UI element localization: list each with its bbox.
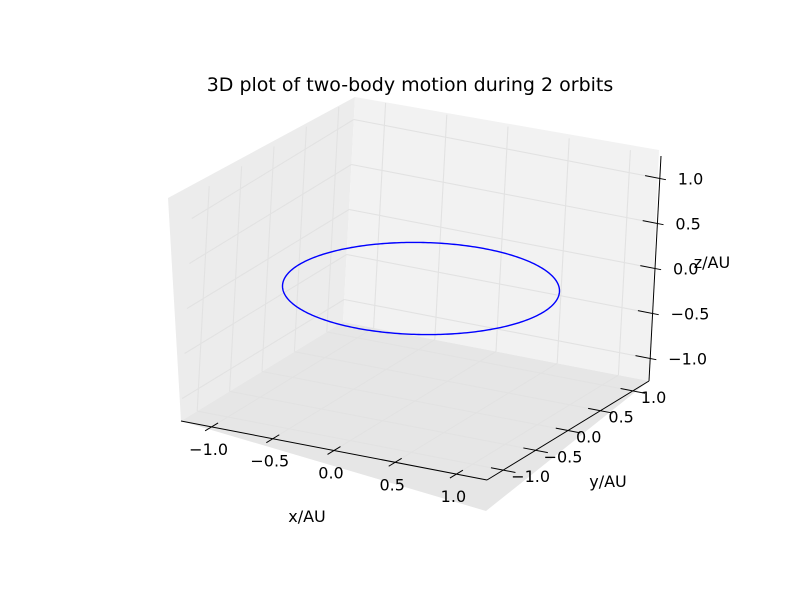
left-pane xyxy=(168,97,355,421)
x-tick-label: 1.0 xyxy=(441,487,466,506)
x-tick-mark xyxy=(266,434,280,444)
z-gridline-back xyxy=(351,163,658,225)
z-gridline-side xyxy=(189,164,352,264)
x-tick-mark xyxy=(204,422,219,432)
tick-labels: −1.0−0.50.00.51.0−1.0−0.50.00.51.0−1.0−0… xyxy=(189,170,709,507)
y-gridline-floor xyxy=(197,410,504,471)
x-tick-label: −1.0 xyxy=(189,440,228,459)
z-gridline-back xyxy=(348,208,656,270)
z-tick-label: 1.0 xyxy=(678,170,703,189)
x-tick-mark xyxy=(449,469,464,479)
z-gridline-back xyxy=(346,253,653,315)
z-tick-label: 0.5 xyxy=(675,215,700,234)
y-tick-mark xyxy=(555,427,581,434)
z-tick-label: −0.5 xyxy=(671,305,710,324)
z-gridline-side xyxy=(191,119,355,219)
z-tick-mark xyxy=(642,220,664,226)
z-tick-mark xyxy=(640,265,662,271)
y-axis-label: y/AU xyxy=(589,472,627,491)
z-gridline-side xyxy=(181,299,345,399)
z-gridline-back xyxy=(353,118,660,180)
x-tick-label: 0.5 xyxy=(379,475,404,494)
x-tick-label: 0.0 xyxy=(318,464,343,483)
series-layer xyxy=(281,241,561,336)
x-axis-label: x/AU xyxy=(288,507,326,526)
z-gridline-side xyxy=(186,209,350,309)
z-tick-mark xyxy=(645,175,667,181)
x-tick-label: −0.5 xyxy=(250,452,289,471)
y-gridline-floor xyxy=(326,331,633,392)
orbit-line xyxy=(281,241,561,336)
y-tick-mark xyxy=(490,467,516,473)
z-gridline-back xyxy=(344,298,651,360)
y-tick-mark xyxy=(588,407,613,414)
x-tick-mark xyxy=(388,457,402,467)
y-tick-label: −0.5 xyxy=(544,447,583,466)
grid-layer xyxy=(181,102,660,475)
y-tick-mark xyxy=(523,447,548,454)
axes-layer xyxy=(180,155,667,481)
x-tick-mark xyxy=(327,446,341,455)
y-gridline-floor xyxy=(229,390,536,451)
y-tick-label: −1.0 xyxy=(511,467,550,486)
z-tick-mark xyxy=(637,310,659,316)
z-axis-label: z/AU xyxy=(694,253,730,272)
y-tick-mark xyxy=(620,388,646,394)
y-gridline-floor xyxy=(294,351,601,412)
y-tick-label: 0.5 xyxy=(608,408,633,427)
z-tick-label: 0.0 xyxy=(673,260,698,279)
z-tick-label: −1.0 xyxy=(668,350,707,369)
chart-title: 3D plot of two-body motion during 2 orbi… xyxy=(207,74,614,96)
y-tick-label: 1.0 xyxy=(641,388,666,407)
z-tick-mark xyxy=(635,355,657,361)
z-gridline-side xyxy=(184,254,347,354)
y-gridline-floor xyxy=(261,370,569,432)
floor-pane xyxy=(181,322,649,511)
y-tick-label: 0.0 xyxy=(576,428,601,447)
